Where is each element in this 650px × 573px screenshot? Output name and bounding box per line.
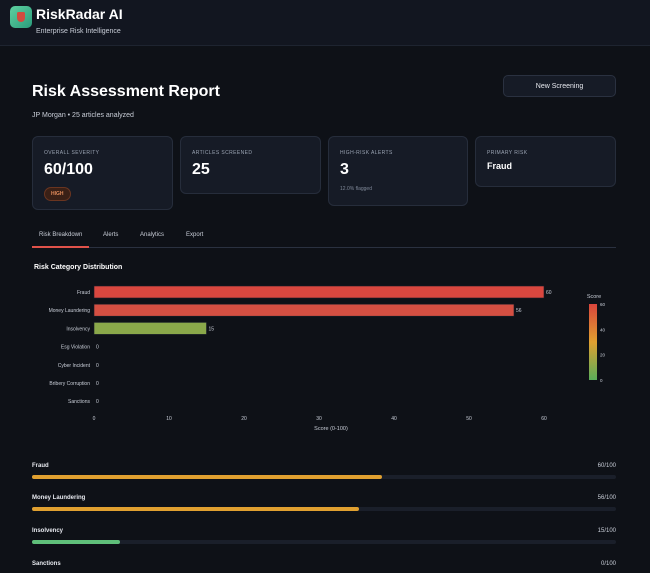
shield-icon (10, 6, 32, 28)
alerts-card: HIGH-RISK ALERTS 3 12.0% flagged (328, 136, 468, 206)
y-tick-label: Bribery Corruption (49, 381, 90, 387)
tab-risk-breakdown[interactable]: Risk Breakdown (31, 232, 90, 248)
progress-fill (32, 507, 360, 511)
primary-risk-label: PRIMARY RISK (487, 150, 528, 156)
progress-label: Insolvency (32, 528, 64, 534)
severity-label: OVERALL SEVERITY (44, 150, 100, 156)
progress-track (32, 507, 616, 511)
y-tick-label: Esg Violation (61, 345, 90, 351)
chart-bar (93, 285, 545, 299)
progress-track (32, 540, 616, 544)
app-header: RiskRadar AI Enterprise Risk Intelligenc… (0, 0, 650, 46)
severity-value: 60/100 (44, 161, 93, 178)
progress-label: Money Laundering (32, 495, 86, 501)
new-screening-button[interactable]: New Screening (503, 75, 616, 97)
y-tick-label: Sanctions (68, 399, 90, 405)
x-axis-label: Score (0-100) (314, 426, 348, 432)
progress-fill (32, 475, 383, 479)
progress-score: 60/100 (597, 463, 616, 469)
colorbar-tick-label: 60 (600, 302, 606, 307)
data-label: 0 (96, 399, 99, 405)
progress-label: Sanctions (32, 561, 61, 567)
x-tick-label: 20 (241, 416, 247, 422)
colorbar-tick-label: 0 (600, 378, 603, 383)
primary-risk-card: PRIMARY RISK Fraud (475, 136, 616, 187)
data-label: 15 (209, 326, 215, 332)
progress-score: 15/100 (597, 528, 616, 534)
y-tick-label: Cyber Incident (58, 363, 91, 369)
x-tick-label: 50 (466, 416, 472, 422)
x-tick-label: 40 (391, 416, 397, 422)
data-label: 0 (96, 345, 99, 351)
progress-label: Fraud (32, 463, 49, 469)
chart-title: Risk Category Distribution (34, 264, 123, 271)
data-label: 0 (96, 381, 99, 387)
colorbar-tick-label: 20 (600, 353, 606, 358)
severity-card: OVERALL SEVERITY 60/100 HIGH (32, 136, 173, 210)
risk-bar-chart: Fraud 60 Money Laundering 56 Insolvency 15 Esg… (49, 285, 606, 432)
chart-bar (93, 322, 207, 335)
tab-export[interactable]: Export (186, 232, 204, 238)
articles-label: ARTICLES SCREENED (192, 150, 253, 156)
x-tick-label: 0 (93, 416, 96, 422)
x-tick-label: 10 (166, 416, 172, 422)
alerts-label: HIGH-RISK ALERTS (340, 150, 393, 156)
data-label: 60 (546, 290, 552, 296)
y-tick-label: Fraud (77, 290, 90, 296)
progress-track (32, 475, 616, 479)
alerts-note: 12.0% flagged (340, 186, 372, 192)
progress-score: 0/100 (600, 561, 616, 567)
chart-bar (93, 303, 515, 317)
alerts-value: 3 (340, 161, 349, 178)
colorbar-tick-label: 40 (600, 327, 606, 332)
brand-tagline: Enterprise Risk Intelligence (36, 28, 121, 35)
tab-bar: Risk Breakdown Alerts Analytics Export (31, 228, 616, 248)
x-tick-label: 30 (316, 416, 322, 422)
data-label: 0 (96, 363, 99, 369)
articles-card: ARTICLES SCREENED 25 (180, 136, 321, 194)
progress-fill (32, 540, 120, 544)
brand-name: RiskRadar AI (36, 6, 123, 22)
data-label: 56 (516, 308, 522, 314)
page-subtitle: JP Morgan • 25 articles analyzed (32, 112, 134, 119)
articles-value: 25 (192, 161, 210, 178)
status-badge: HIGH (44, 187, 71, 201)
y-tick-label: Insolvency (66, 326, 90, 332)
primary-risk-value: Fraud (487, 161, 513, 171)
colorbar (589, 304, 597, 380)
colorbar-title: Score (587, 294, 601, 300)
y-tick-label: Money Laundering (49, 308, 91, 314)
x-tick-label: 60 (541, 416, 547, 422)
tab-analytics[interactable]: Analytics (140, 232, 165, 238)
tab-alerts[interactable]: Alerts (103, 232, 119, 238)
progress-score: 56/100 (597, 495, 616, 501)
page-title: Risk Assessment Report (32, 83, 220, 100)
